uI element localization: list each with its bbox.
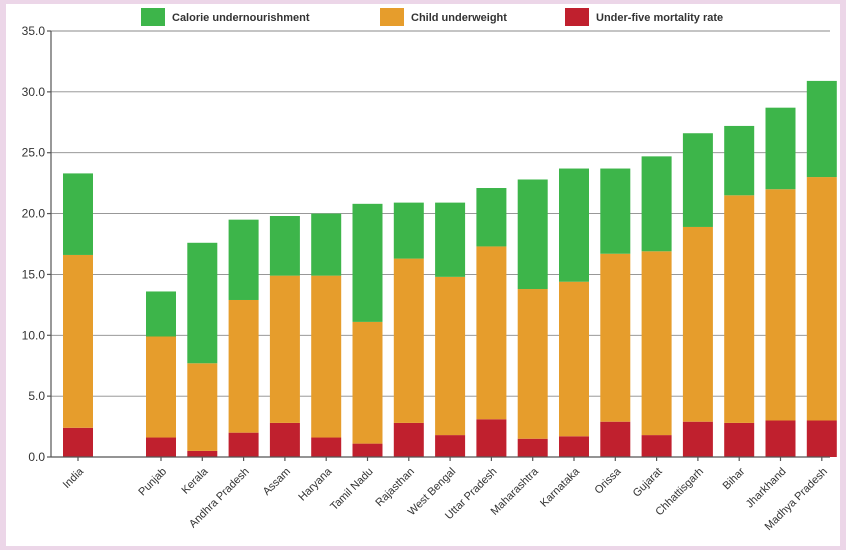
y-tick-label: 20.0 — [22, 207, 46, 221]
bar-calorie-undernourishment — [311, 213, 342, 276]
legend-swatch — [141, 8, 165, 26]
bar-calorie-undernourishment — [228, 219, 259, 300]
bar-under-five-mortality-rate — [517, 438, 548, 457]
bar-calorie-undernourishment — [187, 242, 218, 364]
bar-under-five-mortality-rate — [806, 420, 837, 457]
bar-child-underweight — [393, 258, 424, 423]
bar-child-underweight — [765, 189, 796, 421]
bar-calorie-undernourishment — [63, 173, 93, 255]
x-category-label: Kerala — [179, 465, 211, 497]
bar-under-five-mortality-rate — [187, 450, 218, 457]
stacked-bar-chart: 0.0 5.0 10.0 15.0 20.0 25.0 30.0 35.0 India Punj… — [22, 8, 837, 533]
bar-under-five-mortality-rate — [63, 427, 93, 457]
x-category-label: Rajasthan — [373, 466, 417, 510]
y-tick-label: 15.0 — [22, 267, 46, 281]
bar-child-underweight — [228, 299, 259, 433]
bar-under-five-mortality-rate — [146, 437, 176, 457]
bar-under-five-mortality-rate — [765, 420, 796, 457]
bar-child-underweight — [476, 246, 507, 420]
legend-label: Calorie undernourishment — [172, 12, 310, 24]
y-tick-label: 10.0 — [22, 328, 46, 342]
bar-under-five-mortality-rate — [724, 422, 755, 457]
bar-under-five-mortality-rate — [393, 422, 424, 457]
x-category-label: Haryana — [296, 465, 335, 504]
bar-under-five-mortality-rate — [600, 421, 631, 457]
bar-calorie-undernourishment — [806, 80, 837, 178]
legend-label: Under-five mortality rate — [596, 12, 723, 24]
y-tick-labels: 0.0 5.0 10.0 15.0 20.0 25.0 30.0 35.0 — [22, 24, 46, 464]
bar-child-underweight — [559, 281, 589, 437]
bar-calorie-undernourishment — [600, 168, 631, 254]
y-tick-label: 30.0 — [22, 85, 46, 99]
bar-calorie-undernourishment — [682, 133, 713, 227]
bar-calorie-undernourishment — [641, 156, 672, 252]
bar-child-underweight — [146, 336, 176, 438]
bar-under-five-mortality-rate — [559, 436, 589, 457]
bar-child-underweight — [517, 289, 548, 439]
x-category-label: Punjab — [136, 466, 169, 499]
x-category-label: Assam — [261, 466, 293, 498]
bar-under-five-mortality-rate — [476, 419, 507, 457]
bar-under-five-mortality-rate — [435, 435, 466, 457]
bar-under-five-mortality-rate — [682, 421, 713, 457]
bar-child-underweight — [641, 251, 672, 436]
bar-under-five-mortality-rate — [311, 437, 342, 457]
x-category-label: Gujarat — [631, 466, 665, 500]
bar-calorie-undernourishment — [146, 291, 176, 337]
y-tick-label: 5.0 — [28, 389, 45, 403]
bar-child-underweight — [806, 177, 837, 421]
axes — [47, 30, 830, 461]
legend-swatch — [565, 8, 589, 26]
bar-child-underweight — [600, 253, 631, 422]
bar-child-underweight — [352, 321, 383, 444]
legend-swatch — [380, 8, 404, 26]
bar-calorie-undernourishment — [765, 107, 796, 190]
bar-child-underweight — [311, 275, 342, 438]
chart-frame: 0.0 5.0 10.0 15.0 20.0 25.0 30.0 35.0 India Punj… — [6, 4, 840, 546]
bar-calorie-undernourishment — [269, 216, 300, 276]
bar-child-underweight — [435, 276, 466, 436]
bar-under-five-mortality-rate — [228, 432, 259, 457]
x-category-label: Tamil Nadu — [328, 466, 375, 513]
y-tick-label: 0.0 — [28, 450, 45, 464]
x-category-label: Orissa — [592, 465, 624, 497]
legend: Calorie undernourishment Child underweigh… — [141, 8, 723, 26]
legend-label: Child underweight — [411, 12, 507, 24]
bar-under-five-mortality-rate — [352, 443, 383, 457]
bar-child-underweight — [63, 254, 93, 428]
bar-calorie-undernourishment — [393, 202, 424, 259]
x-category-label: Bihar — [721, 465, 748, 492]
bar-under-five-mortality-rate — [641, 435, 672, 457]
bar-calorie-undernourishment — [559, 168, 589, 282]
bar-child-underweight — [187, 363, 218, 451]
bar-child-underweight — [269, 275, 300, 423]
bar-child-underweight — [724, 195, 755, 423]
bar-calorie-undernourishment — [352, 203, 383, 322]
bar-calorie-undernourishment — [435, 202, 466, 277]
x-category-label: Karnataka — [538, 465, 583, 510]
bar-calorie-undernourishment — [517, 179, 548, 290]
y-tick-label: 35.0 — [22, 24, 46, 38]
bar-calorie-undernourishment — [476, 188, 507, 247]
x-category-label: India — [61, 465, 87, 491]
y-tick-label: 25.0 — [22, 146, 46, 160]
x-category-label: Jharkhand — [744, 466, 789, 511]
bar-calorie-undernourishment — [724, 125, 755, 196]
bars — [63, 80, 837, 457]
bar-child-underweight — [682, 226, 713, 422]
bar-under-five-mortality-rate — [269, 422, 300, 457]
